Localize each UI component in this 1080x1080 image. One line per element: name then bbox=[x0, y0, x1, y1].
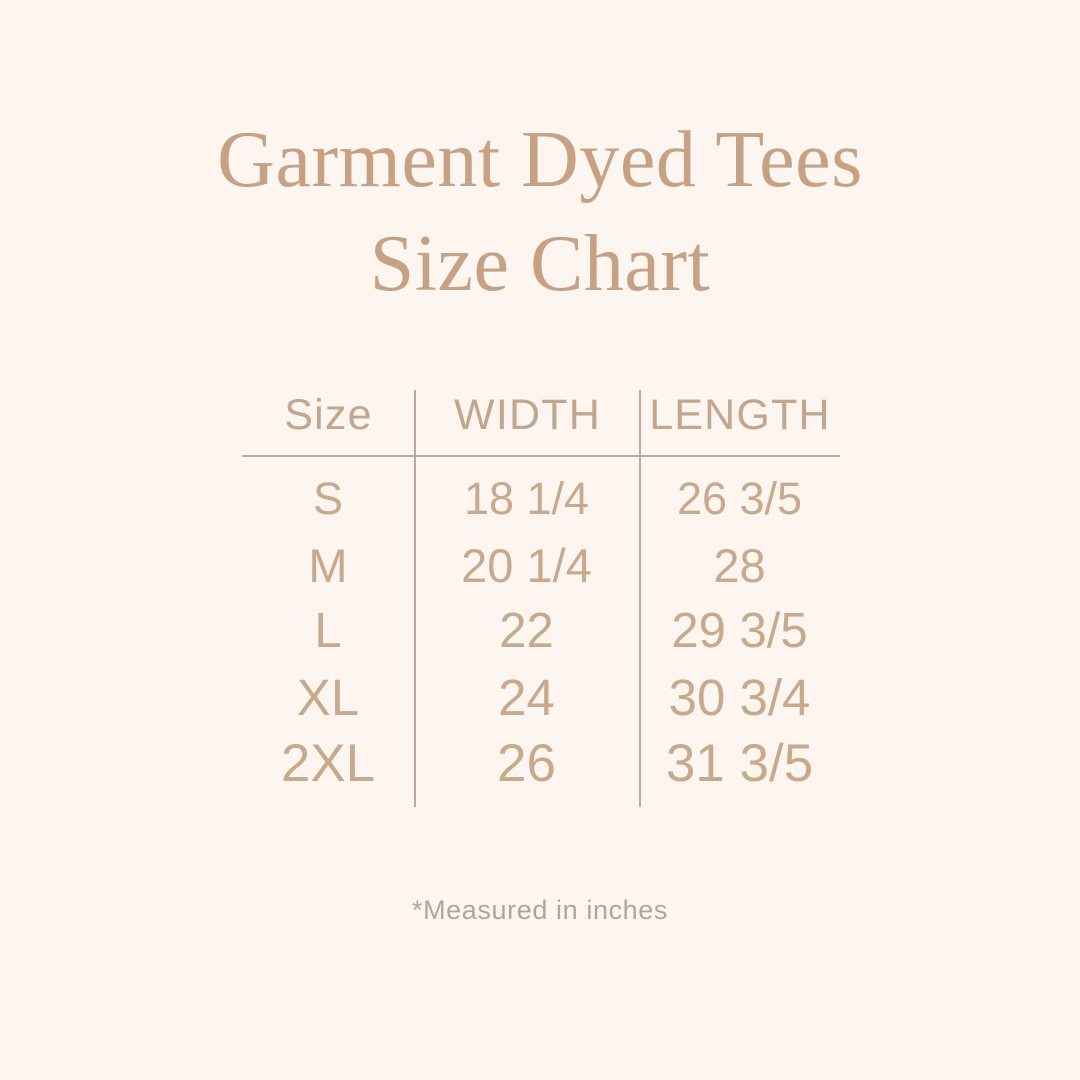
table-header-row: Size WIDTH LENGTH bbox=[242, 384, 840, 446]
cell-width: 18 1/4 bbox=[463, 473, 590, 524]
column-header-length: LENGTH bbox=[649, 391, 831, 439]
measurement-footnote: *Measured in inches bbox=[411, 895, 669, 925]
column-header-width: WIDTH bbox=[454, 391, 601, 439]
cell-width: 22 bbox=[499, 604, 554, 658]
cell-width: 24 bbox=[498, 668, 555, 726]
table-row: XL 24 30 3/4 bbox=[242, 664, 840, 730]
header-divider-rule bbox=[242, 455, 840, 457]
cell-size: M bbox=[308, 538, 348, 592]
cell-length: 30 3/4 bbox=[668, 668, 811, 726]
cell-size: 2XL bbox=[280, 733, 376, 793]
column-divider-rule-right bbox=[639, 390, 641, 807]
cell-width: 26 bbox=[497, 733, 556, 793]
table-row: L 22 29 3/5 bbox=[242, 598, 840, 664]
table-row: S 18 1/4 26 3/5 bbox=[242, 466, 840, 532]
column-divider-rule-left bbox=[414, 390, 416, 807]
cell-length: 28 bbox=[713, 538, 766, 592]
cell-size: S bbox=[312, 473, 343, 524]
cell-size: XL bbox=[296, 668, 360, 726]
cell-width: 20 1/4 bbox=[461, 538, 592, 592]
column-header-size: Size bbox=[284, 391, 373, 439]
size-table: Size WIDTH LENGTH S 18 1/4 26 3/5 M 20 1… bbox=[242, 384, 840, 814]
cell-size: L bbox=[314, 604, 342, 658]
cell-length: 26 3/5 bbox=[676, 473, 803, 524]
cell-length: 31 3/5 bbox=[665, 733, 814, 793]
title-line-2: Size Chart bbox=[369, 220, 711, 308]
page-title: Garment Dyed Tees Size Chart bbox=[0, 108, 1080, 316]
table-row: 2XL 26 31 3/5 bbox=[242, 730, 840, 796]
title-line-1: Garment Dyed Tees bbox=[217, 116, 863, 204]
table-body: S 18 1/4 26 3/5 M 20 1/4 28 L 22 29 3/5 … bbox=[242, 466, 840, 796]
table-row: M 20 1/4 28 bbox=[242, 532, 840, 598]
cell-length: 29 3/5 bbox=[671, 604, 808, 658]
